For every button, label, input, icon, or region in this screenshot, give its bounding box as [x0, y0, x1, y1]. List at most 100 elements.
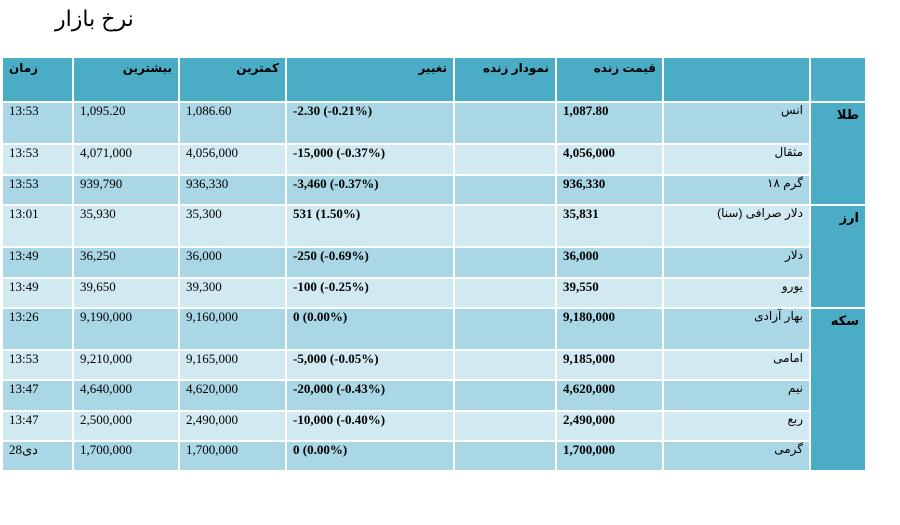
- high-cell: 2,500,000: [72, 409, 180, 442]
- group-label-currency: ارز: [809, 203, 867, 309]
- live-chart-cell: [453, 173, 557, 206]
- header-change: تغییر: [285, 56, 455, 103]
- table-row: 13:47 2,500,000 2,490,000 -10,000 (-0.40…: [1, 409, 866, 442]
- live-price-cell: 9,185,000: [555, 349, 664, 382]
- live-price-cell: 4,620,000: [555, 379, 664, 412]
- change-cell: -250 (-0.69%): [285, 246, 455, 279]
- high-cell: 39,650: [72, 276, 180, 309]
- low-cell: 1,086.60: [178, 100, 287, 146]
- live-chart-cell: [453, 276, 557, 309]
- live-price-cell: 2,490,000: [555, 409, 664, 442]
- high-cell: 4,071,000: [72, 143, 180, 176]
- live-chart-cell: [453, 349, 557, 382]
- time-cell: 13:47: [1, 379, 74, 412]
- low-cell: 9,165,000: [178, 349, 287, 382]
- time-cell: 13:53: [1, 173, 74, 206]
- header-row: زمان بیشترین کمترین تغییر نمودار زنده قی…: [1, 56, 867, 103]
- item-name-cell: امامی: [662, 349, 811, 382]
- low-cell: 9,160,000: [178, 306, 287, 352]
- live-price-cell: 1,087.80: [555, 100, 664, 146]
- item-name-cell: دلار صرافی (سنا): [662, 203, 811, 249]
- high-cell: 1,095.20: [72, 100, 180, 146]
- group-label-gold: طلا: [809, 101, 867, 206]
- low-cell: 36,000: [178, 246, 287, 279]
- high-cell: 9,210,000: [72, 349, 180, 382]
- item-name-cell: دلار: [662, 246, 811, 279]
- time-cell: 13:26: [1, 306, 74, 352]
- change-cell: -5,000 (-0.05%): [285, 349, 455, 382]
- item-name-cell: مثقال: [662, 143, 811, 176]
- change-cell: 0 (0.00%): [285, 439, 455, 473]
- time-cell: 13:01: [1, 203, 74, 249]
- change-cell: -20,000 (-0.43%): [285, 379, 455, 412]
- time-cell: 28دی: [1, 439, 74, 473]
- low-cell: 1,700,000: [178, 439, 287, 473]
- change-cell: -3,460 (-0.37%): [285, 173, 455, 206]
- live-chart-cell: [453, 100, 557, 146]
- live-chart-cell: [453, 379, 557, 412]
- table-row: 13:53 1,095.20 1,086.60 -2.30 (-0.21%) 1…: [1, 100, 867, 206]
- high-cell: 36,250: [72, 246, 180, 279]
- table-row: 13:01 35,930 35,300 531 (1.50%) 35,831 د…: [1, 203, 867, 309]
- time-cell: 13:49: [1, 246, 74, 279]
- time-cell: 13:47: [1, 409, 74, 442]
- low-cell: 39,300: [178, 276, 287, 309]
- low-cell: 4,056,000: [178, 143, 287, 176]
- table-row: 13:49 39,650 39,300 -100 (-0.25%) 39,550…: [1, 276, 866, 309]
- group-label-coin: سکه: [809, 306, 867, 473]
- table-row: 13:53 939,790 936,330 -3,460 (-0.37%) 93…: [1, 173, 866, 206]
- table-row: 13:53 9,210,000 9,165,000 -5,000 (-0.05%…: [1, 349, 866, 382]
- low-cell: 2,490,000: [178, 409, 287, 442]
- header-high: بیشترین: [72, 56, 180, 103]
- live-chart-cell: [453, 246, 557, 279]
- table-row: 13:26 9,190,000 9,160,000 0 (0.00%) 9,18…: [1, 306, 867, 473]
- change-cell: -15,000 (-0.37%): [285, 143, 455, 176]
- low-cell: 4,620,000: [178, 379, 287, 412]
- live-price-cell: 936,330: [555, 173, 664, 206]
- item-name-cell: نیم: [662, 379, 811, 412]
- live-chart-cell: [453, 439, 557, 473]
- change-cell: -10,000 (-0.40%): [285, 409, 455, 442]
- item-name-cell: یورو: [662, 276, 811, 309]
- live-chart-cell: [453, 203, 557, 249]
- live-price-cell: 35,831: [555, 203, 664, 249]
- time-cell: 13:49: [1, 276, 74, 309]
- table-row: 13:53 4,071,000 4,056,000 -15,000 (-0.37…: [1, 143, 866, 176]
- header-group: [809, 56, 867, 103]
- live-price-cell: 1,700,000: [555, 439, 664, 473]
- high-cell: 4,640,000: [72, 379, 180, 412]
- change-cell: 531 (1.50%): [285, 203, 455, 249]
- table-row: 13:47 4,640,000 4,620,000 -20,000 (-0.43…: [1, 379, 866, 412]
- high-cell: 35,930: [72, 203, 180, 249]
- high-cell: 939,790: [72, 173, 180, 206]
- page-title: نرخ بازار: [55, 6, 134, 31]
- time-cell: 13:53: [1, 349, 74, 382]
- table-row: 28دی 1,700,000 1,700,000 0 (0.00%) 1,700…: [1, 439, 866, 473]
- change-cell: -100 (-0.25%): [285, 276, 455, 309]
- live-chart-cell: [453, 306, 557, 352]
- item-name-cell: بهار آزادی: [662, 306, 811, 352]
- header-low: کمترین: [178, 56, 287, 103]
- market-rates-table: زمان بیشترین کمترین تغییر نمودار زنده قی…: [1, 56, 867, 473]
- live-chart-cell: [453, 143, 557, 176]
- live-price-cell: 36,000: [555, 246, 664, 279]
- header-name: [662, 56, 811, 103]
- item-name-cell: انس: [662, 100, 811, 146]
- header-live-price: قیمت زنده: [555, 56, 664, 103]
- live-chart-cell: [453, 409, 557, 442]
- change-cell: -2.30 (-0.21%): [285, 100, 455, 146]
- item-name-cell: گرمی: [662, 439, 811, 473]
- header-live-chart: نمودار زنده: [453, 56, 557, 103]
- live-price-cell: 39,550: [555, 276, 664, 309]
- table-row: 13:49 36,250 36,000 -250 (-0.69%) 36,000…: [1, 246, 866, 279]
- item-name-cell: گرم ۱۸: [662, 173, 811, 206]
- high-cell: 1,700,000: [72, 439, 180, 473]
- low-cell: 936,330: [178, 173, 287, 206]
- live-price-cell: 4,056,000: [555, 143, 664, 176]
- low-cell: 35,300: [178, 203, 287, 249]
- time-cell: 13:53: [1, 143, 74, 176]
- high-cell: 9,190,000: [72, 306, 180, 352]
- change-cell: 0 (0.00%): [285, 306, 455, 352]
- time-cell: 13:53: [1, 100, 74, 146]
- live-price-cell: 9,180,000: [555, 306, 664, 352]
